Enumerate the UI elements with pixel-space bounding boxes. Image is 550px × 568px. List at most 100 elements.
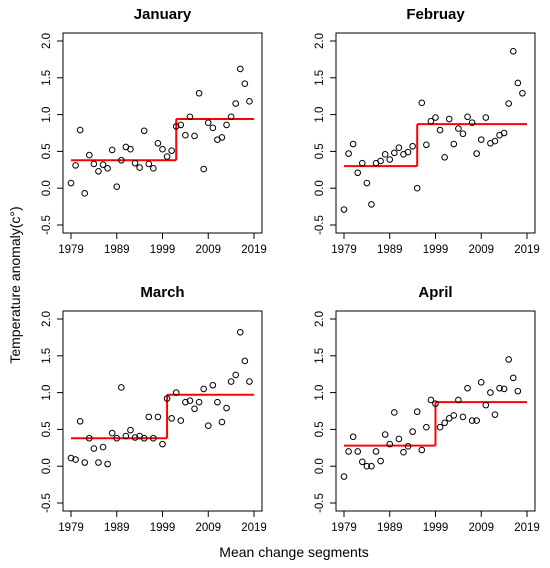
panel-title: March <box>140 284 184 301</box>
data-point <box>81 459 89 466</box>
data-point <box>359 159 366 167</box>
y-tick-label: 0.0 <box>314 458 326 474</box>
data-point <box>140 434 148 442</box>
data-point <box>354 448 362 455</box>
data-point <box>214 398 221 406</box>
data-point <box>477 136 485 143</box>
data-point <box>459 413 467 421</box>
data-point <box>377 457 384 465</box>
data-point <box>76 418 84 425</box>
data-point <box>118 156 125 164</box>
data-point <box>72 162 79 169</box>
data-point <box>377 157 384 165</box>
x-tick-label: 2009 <box>195 244 221 256</box>
data-point <box>209 124 217 132</box>
data-point <box>168 147 175 154</box>
data-point <box>464 113 471 121</box>
data-point <box>218 418 226 426</box>
data-point <box>359 458 366 466</box>
data-point <box>464 384 471 392</box>
y-tick-label: 1.5 <box>314 70 326 86</box>
y-tick-label: -0.5 <box>41 215 53 235</box>
data-point <box>86 151 93 159</box>
data-point <box>436 126 444 134</box>
data-point <box>172 123 180 130</box>
data-point <box>72 456 79 463</box>
data-point <box>159 440 166 448</box>
data-point <box>246 378 253 385</box>
panel-3: April 1979 1989 1999 2009 2019 -0.5 0.0 0.5 1.0 1.… <box>314 284 540 534</box>
data-point <box>459 130 467 138</box>
data-point <box>86 434 93 442</box>
data-point <box>409 142 416 150</box>
data-point <box>204 119 212 126</box>
y-tick-label: 2.0 <box>41 33 53 49</box>
data-point <box>154 140 162 147</box>
data-point <box>95 459 102 466</box>
y-tick-label: 0.0 <box>41 458 53 474</box>
data-point <box>195 398 203 406</box>
data-point <box>445 415 453 422</box>
data-point <box>519 89 526 97</box>
data-point <box>436 423 444 431</box>
data-point <box>455 125 462 132</box>
data-point <box>418 99 426 107</box>
data-point <box>395 144 403 152</box>
data-point <box>81 190 89 197</box>
data-point <box>191 132 198 140</box>
x-tick-label: 1999 <box>423 244 449 256</box>
data-point <box>455 396 462 404</box>
data-point <box>104 165 111 172</box>
data-point <box>363 462 371 470</box>
data-point <box>404 443 412 450</box>
y-tick-label: 1.0 <box>314 385 326 401</box>
x-tick-label: 1989 <box>377 522 403 534</box>
x-tick-label: 1989 <box>104 244 130 256</box>
data-point <box>423 423 430 431</box>
x-tick-label: 1979 <box>58 522 84 534</box>
data-point <box>482 401 490 409</box>
data-point <box>509 374 517 382</box>
data-point <box>372 448 380 455</box>
data-point <box>195 89 203 97</box>
data-point <box>487 389 494 396</box>
data-point <box>99 161 107 168</box>
data-point <box>108 429 116 437</box>
data-point <box>427 396 435 404</box>
data-point <box>104 460 111 468</box>
data-point <box>482 114 490 121</box>
data-point <box>427 117 435 125</box>
y-tick-label: 1.5 <box>41 348 53 364</box>
data-point <box>177 417 185 424</box>
data-point <box>168 415 175 422</box>
data-point <box>99 443 107 451</box>
data-point <box>491 411 499 418</box>
data-point <box>236 328 244 336</box>
data-point <box>509 48 517 55</box>
data-point <box>477 378 485 386</box>
data-point <box>145 413 153 421</box>
y-tick-label: 0.0 <box>41 180 53 196</box>
x-tick-label: 1979 <box>331 244 357 256</box>
data-point <box>200 165 207 173</box>
data-point <box>340 473 348 480</box>
panel-title: April <box>418 284 452 301</box>
data-point <box>450 412 458 419</box>
data-point <box>468 119 476 126</box>
data-point <box>159 145 166 153</box>
data-point <box>468 417 476 424</box>
data-point <box>122 432 130 440</box>
panel-1: Februay 1979 1989 1999 2009 2019 -0.5 0.0 0.5 1.0… <box>314 6 540 256</box>
x-tick-label: 2009 <box>468 244 494 256</box>
data-point <box>241 357 249 365</box>
y-tick-label: 2.0 <box>41 311 53 327</box>
x-tick-label: 1989 <box>377 244 403 256</box>
data-point <box>418 446 426 454</box>
data-point <box>441 419 448 427</box>
data-point <box>345 448 352 455</box>
x-tick-label: 2019 <box>514 244 540 256</box>
data-point <box>118 384 125 391</box>
data-point <box>182 131 189 139</box>
y-tick-label: 1.0 <box>314 107 326 123</box>
plot-frame <box>62 310 263 512</box>
